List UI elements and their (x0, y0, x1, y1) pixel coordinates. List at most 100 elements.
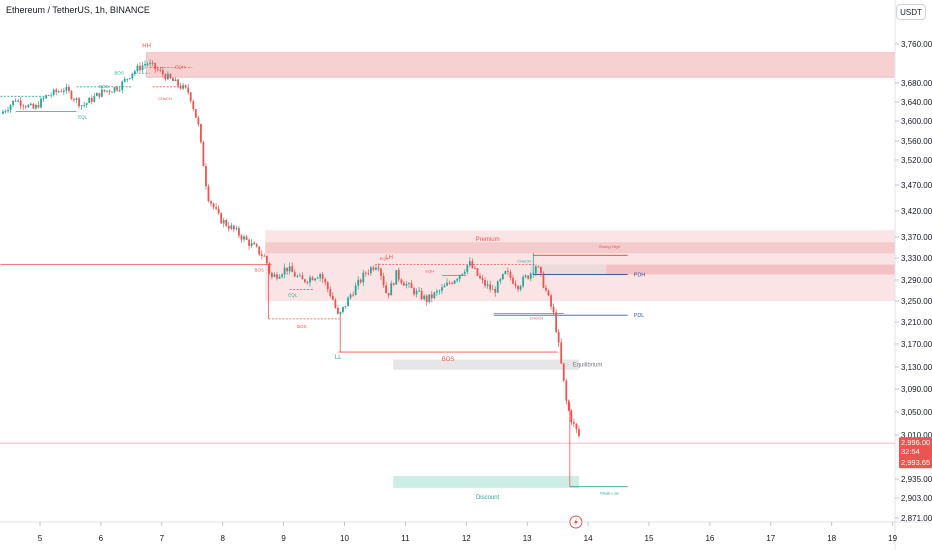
candle-body-76 (194, 109, 197, 118)
ytick-label-10: 3,290.00 (901, 276, 932, 285)
candle-body-139 (354, 285, 357, 296)
candle-body-196 (499, 279, 502, 282)
equilibrium-label: Equilibrium (573, 363, 603, 369)
premium-band-1 (265, 242, 896, 254)
candle-body-127 (324, 279, 327, 283)
candle-body-115 (293, 272, 296, 277)
candle-body-89 (227, 225, 230, 229)
candle-body-22 (57, 91, 60, 93)
ytick-label-17: 3,010.00 (901, 431, 932, 440)
candle-body-219 (557, 331, 560, 343)
ytick-label-9: 3,330.00 (901, 254, 932, 263)
bos-label-2: BOS (99, 84, 109, 89)
candle-body-93 (238, 228, 240, 236)
candle-body-103 (263, 255, 266, 257)
candle-body-77 (197, 117, 200, 125)
candle-body-206 (524, 275, 527, 277)
lightning-icon[interactable] (569, 515, 583, 529)
candle-body-187 (476, 268, 479, 276)
ytick-label-3: 3,600.00 (901, 117, 932, 126)
candle-body-82 (210, 201, 212, 204)
candle-body-212 (540, 266, 542, 274)
candle-body-123 (314, 278, 316, 281)
candle-body-37 (95, 92, 98, 97)
candle-body-122 (311, 277, 314, 281)
candle-body-204 (519, 286, 522, 290)
candle-body-226 (575, 423, 578, 430)
eql-label-2: EQL (288, 292, 298, 297)
candle-body-45 (116, 87, 119, 91)
supply-zone (146, 52, 896, 78)
candle-body-117 (298, 275, 301, 277)
weak-low-label: Weak Low (600, 491, 619, 496)
candle-body-220 (560, 342, 563, 364)
candle-body-227 (578, 429, 580, 437)
candle-body-182 (463, 271, 466, 274)
candle-body-81 (207, 186, 210, 202)
candle-body-173 (441, 287, 443, 291)
candle-body-193 (491, 288, 494, 290)
price-axis[interactable]: 3,760.00 3,680.00 3,640.00 3,600.00 3,560.00… (894, 0, 932, 550)
candle-body-60 (154, 62, 157, 70)
countdown-text: 32:54 (901, 447, 920, 456)
candle-body-40 (103, 89, 106, 92)
candle-body-66 (169, 73, 172, 79)
last-price-tag (899, 437, 932, 469)
candle-body-19 (50, 94, 53, 96)
candle-body-197 (501, 273, 504, 280)
candle-body-181 (461, 273, 464, 275)
candle-body-62 (159, 69, 162, 71)
candle-body-91 (232, 225, 235, 230)
candle-body-38 (98, 92, 101, 97)
candle-body-54 (139, 65, 141, 71)
candle-body-109 (278, 276, 281, 279)
candle-body-21 (55, 89, 58, 93)
bos-label-4: BOS (297, 324, 307, 329)
candle-body-165 (420, 290, 423, 300)
time-axis[interactable]: 5 6 7 8 9 10 11 12 13 14 15 16 17 18 19 (0, 521, 932, 543)
candle-body-49 (126, 78, 129, 80)
strong-high-label: Strong High (599, 244, 620, 249)
xtick-label-2: 7 (160, 534, 165, 543)
candle-body-2 (7, 109, 9, 112)
candle-body-172 (438, 290, 441, 292)
candle-body-8 (22, 105, 25, 107)
hh-label: HH (142, 43, 151, 49)
candle-body-83 (212, 203, 215, 208)
candle-body-57 (146, 63, 149, 65)
candle-body-201 (512, 277, 514, 284)
ytick-label-18: 2,935.00 (901, 475, 932, 484)
candle-body-48 (123, 78, 126, 82)
candle-body-12 (32, 103, 35, 109)
candle-body-43 (111, 91, 113, 93)
lightning-icon-bolt (573, 518, 578, 526)
candle-body-176 (448, 282, 451, 284)
candle-body-124 (316, 277, 319, 279)
candle-body-190 (484, 279, 486, 286)
candle-body-183 (466, 265, 469, 272)
candle-body-20 (52, 89, 55, 95)
candle-body-162 (413, 288, 415, 295)
candle-body-16 (42, 98, 45, 99)
currency-button[interactable]: USDT (896, 4, 926, 20)
candle-body-53 (136, 65, 139, 72)
xtick-label-0: 5 (38, 534, 43, 543)
candle-body-7 (19, 100, 22, 106)
lh-label: LH (385, 255, 393, 261)
candle-body-69 (177, 79, 179, 86)
pdl-label: PDL (634, 313, 645, 319)
candle-body-33 (85, 103, 88, 106)
candle-body-70 (179, 85, 182, 89)
candle-body-108 (276, 274, 278, 279)
gray-block (530, 264, 607, 275)
candle-body-125 (319, 274, 322, 278)
candle-body-203 (517, 285, 519, 290)
candle-body-26 (68, 87, 70, 92)
candle-body-218 (555, 312, 558, 332)
candle-body-55 (141, 65, 144, 71)
xtick-label-3: 8 (220, 534, 225, 543)
candle-body-150 (382, 275, 385, 286)
choch-label-2: CHoCH (517, 259, 531, 264)
xtick-label-14: 19 (888, 534, 897, 543)
